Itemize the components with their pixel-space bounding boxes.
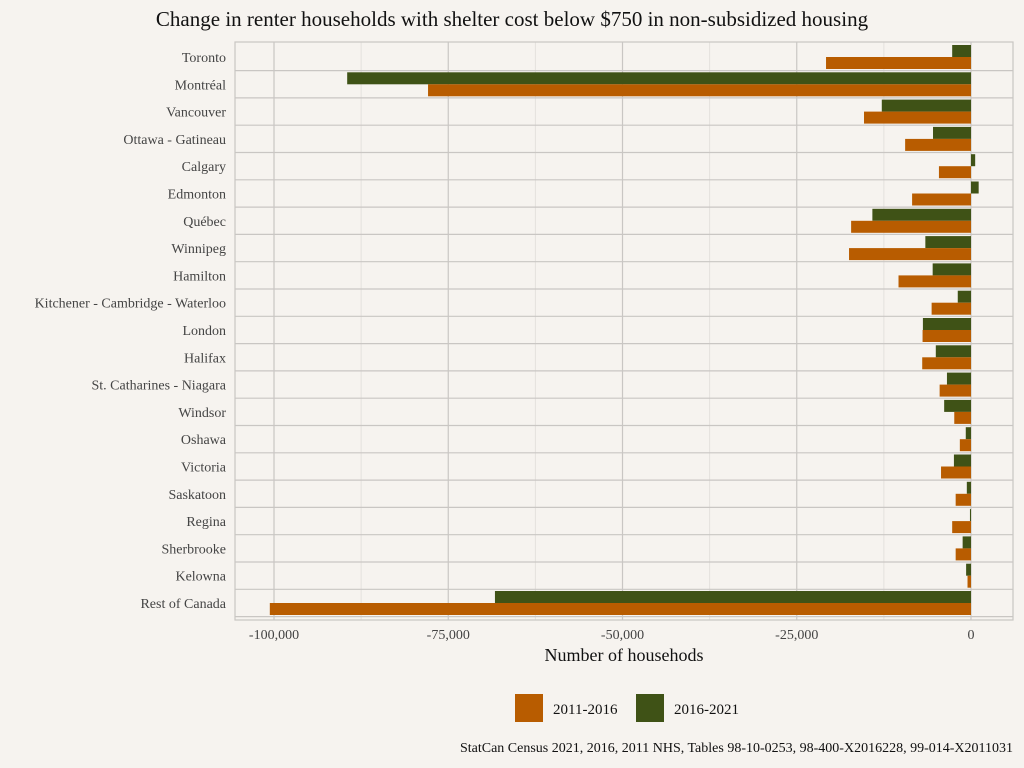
bar-2011-2016 (912, 193, 971, 206)
bar-2016-2021 (971, 181, 979, 194)
y-tick-label: Regina (186, 515, 226, 530)
bar-2011-2016 (955, 493, 971, 506)
bar-2011-2016 (931, 302, 971, 315)
bar-2011-2016 (922, 330, 971, 342)
bar-2011-2016 (941, 466, 971, 479)
bar-2016-2021 (953, 454, 971, 467)
bar-2016-2021 (922, 318, 971, 330)
y-tick-label: Vancouver (166, 106, 226, 121)
bar-2016-2021 (952, 45, 971, 57)
bar-2011-2016 (826, 57, 971, 69)
y-tick-label: Kitchener - Cambridge - Waterloo (35, 297, 226, 312)
bar-2011-2016 (864, 111, 971, 124)
bar-2016-2021 (347, 72, 971, 85)
bar-2011-2016 (954, 411, 971, 424)
y-tick-label: Rest of Canada (140, 597, 226, 612)
bar-2016-2021 (494, 591, 971, 603)
bar-2016-2021 (935, 345, 971, 358)
y-tick-label: Oshawa (181, 433, 227, 448)
bar-2011-2016 (849, 248, 971, 261)
y-tick-label: Victoria (181, 461, 227, 476)
y-tick-label: Québec (183, 215, 226, 230)
legend: 2011-2016 2016-2021 (515, 694, 739, 722)
plot-border (234, 41, 1014, 621)
x-tick-label: 0 (968, 628, 975, 643)
legend-swatch-2016-2021 (636, 694, 664, 722)
bar-2016-2021 (965, 427, 971, 440)
y-tick-label: Saskatoon (168, 488, 226, 503)
caption: StatCan Census 2021, 2016, 2011 NHS, Tab… (460, 741, 1013, 756)
bar-2016-2021 (881, 99, 971, 112)
bar-2011-2016 (898, 275, 971, 288)
legend-label-2016-2021: 2016-2021 (674, 702, 739, 718)
y-tick-label: Windsor (178, 406, 226, 421)
bar-2016-2021 (957, 290, 971, 303)
legend-label-2011-2016: 2011-2016 (553, 702, 618, 718)
y-tick-label: Toronto (182, 51, 226, 66)
bar-2011-2016 (955, 548, 971, 561)
y-tick-label: London (182, 324, 226, 339)
bar-2011-2016 (938, 166, 971, 179)
bar-2016-2021 (944, 399, 971, 412)
bar-2011-2016 (269, 603, 971, 615)
y-tick-label: Ottawa - Gatineau (123, 133, 226, 148)
bar-2016-2021 (971, 154, 976, 167)
y-tick-label: Montréal (175, 78, 226, 93)
x-tick-label: -25,000 (775, 628, 818, 643)
bar-2016-2021 (966, 481, 971, 494)
chart-title: Change in renter households with shelter… (156, 7, 869, 31)
bar-2016-2021 (969, 509, 971, 522)
bar-2016-2021 (925, 236, 971, 249)
x-tick-label: -50,000 (601, 628, 644, 643)
y-tick-label: Winnipeg (171, 242, 226, 257)
bar-2011-2016 (939, 384, 971, 397)
y-tick-label: Calgary (182, 160, 226, 175)
y-tick-label: Kelowna (175, 570, 226, 585)
bar-2011-2016 (959, 439, 971, 452)
bar-2011-2016 (851, 220, 971, 233)
x-axis-title: Number of househods (545, 645, 704, 665)
bar-2011-2016 (967, 575, 971, 588)
x-axis-labels: -100,000 -75,000 -50,000 -25,000 0 (249, 628, 975, 643)
y-tick-label: Edmonton (168, 188, 226, 203)
y-axis-labels: Toronto Montréal Vancouver Ottawa - Gatinea… (35, 51, 227, 612)
y-tick-label: St. Catharines - Niagara (91, 379, 226, 394)
bar-2016-2021 (933, 126, 971, 139)
y-tick-label: Hamilton (173, 269, 226, 284)
legend-swatch-2011-2016 (515, 694, 543, 722)
x-tick-label: -75,000 (427, 628, 470, 643)
y-tick-label: Sherbrooke (161, 542, 226, 557)
bar-2016-2021 (966, 563, 971, 576)
bar-2011-2016 (905, 138, 971, 151)
y-tick-label: Halifax (184, 351, 226, 366)
bar-2016-2021 (932, 263, 971, 276)
bar-2011-2016 (922, 357, 971, 370)
grid (234, 41, 1014, 621)
bar-2011-2016 (952, 521, 971, 534)
x-tick-label: -100,000 (249, 628, 299, 643)
bar-2016-2021 (946, 372, 971, 385)
bars (269, 45, 979, 615)
bar-2016-2021 (872, 208, 971, 221)
bar-2016-2021 (962, 536, 971, 549)
bar-2011-2016 (428, 84, 971, 97)
